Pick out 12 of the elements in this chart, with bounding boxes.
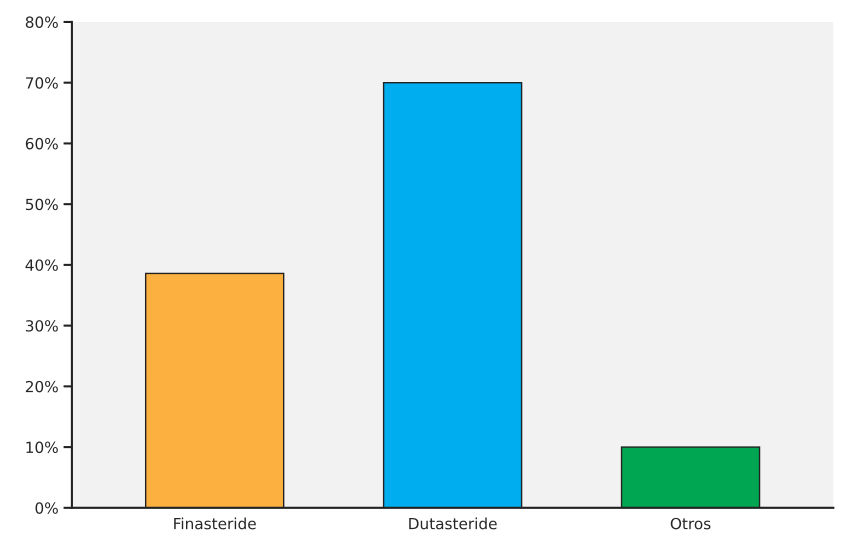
x-tick-label: Otros — [670, 518, 710, 530]
y-tick-label: 10% — [26, 442, 58, 454]
y-tick-label: 40% — [26, 259, 58, 271]
x-tick-label: Finasteride — [174, 518, 256, 530]
y-tick-label: 80% — [26, 16, 58, 28]
y-tick-label: 60% — [26, 138, 58, 150]
y-tick-label: 30% — [26, 320, 58, 332]
y-tick-label: 50% — [26, 198, 58, 210]
y-tick-label: 0% — [35, 502, 58, 514]
y-tick-label: 70% — [26, 77, 58, 89]
x-tick-label: Dutasteride — [409, 518, 497, 530]
y-tick-label: 20% — [26, 380, 58, 392]
